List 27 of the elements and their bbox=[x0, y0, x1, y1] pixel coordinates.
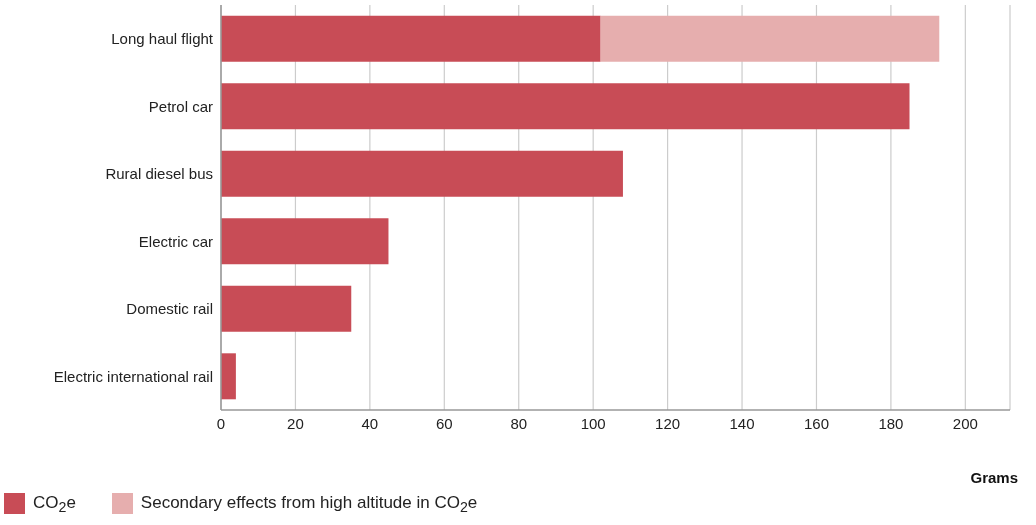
bar bbox=[221, 15, 601, 62]
x-tick-label: 180 bbox=[878, 414, 904, 432]
bar bbox=[221, 150, 623, 197]
y-tick-label: Long haul flight bbox=[111, 30, 214, 48]
x-tick-label: 160 bbox=[803, 414, 829, 432]
x-tick-label: 140 bbox=[729, 414, 755, 432]
x-tick-label: 20 bbox=[287, 414, 304, 432]
x-tick-label: 80 bbox=[510, 414, 528, 432]
x-axis-title: Grams bbox=[970, 469, 1018, 486]
y-tick-label: Electric international rail bbox=[53, 367, 213, 385]
x-tick-label: 200 bbox=[952, 414, 978, 432]
x-tick-label: 60 bbox=[435, 414, 453, 432]
y-tick-label: Rural diesel bus bbox=[105, 165, 213, 183]
bar bbox=[600, 15, 940, 62]
y-tick-label: Electric car bbox=[138, 232, 213, 250]
x-tick-label: 100 bbox=[580, 414, 606, 432]
legend-label: CO$_{2}$e bbox=[33, 493, 76, 516]
x-tick-label: 0 bbox=[216, 414, 226, 432]
bar bbox=[221, 285, 352, 332]
bar bbox=[221, 353, 236, 400]
legend-label: Secondary effects from high altitude in CO$_{2}$e bbox=[140, 493, 478, 516]
bar bbox=[221, 218, 389, 265]
y-tick-label: Petrol car bbox=[148, 97, 213, 115]
bar bbox=[221, 83, 910, 130]
x-tick-label: 40 bbox=[361, 414, 379, 432]
y-tick-label: Domestic rail bbox=[126, 300, 213, 318]
x-tick-label: 120 bbox=[655, 414, 681, 432]
